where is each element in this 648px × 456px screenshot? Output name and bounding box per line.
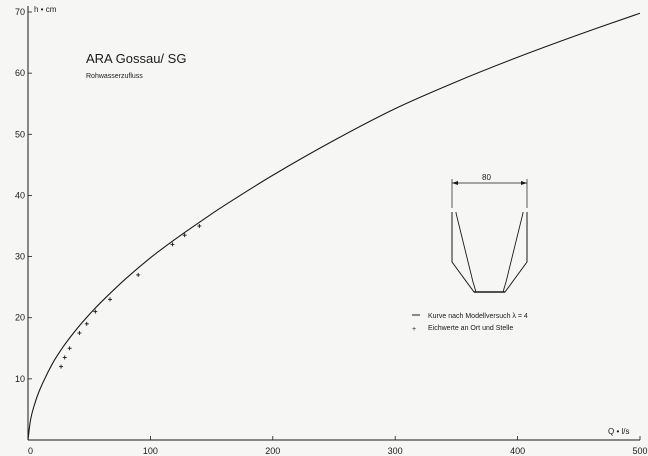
inset-channel-outline bbox=[451, 212, 528, 293]
inset-dimension-label: 80 bbox=[482, 173, 491, 182]
x-tick-label: 300 bbox=[388, 446, 403, 456]
x-tick-label: 400 bbox=[510, 446, 525, 456]
inset-arrow-left bbox=[452, 181, 458, 185]
chart-title: ARA Gossau/ SG bbox=[86, 51, 186, 66]
cross-section-inset: 80 bbox=[451, 173, 528, 293]
y-tick-label: 60 bbox=[15, 68, 25, 78]
legend-line-label: Kurve nach Modellversuch λ = 4 bbox=[428, 313, 528, 320]
x-tick-label: 0 bbox=[28, 446, 33, 456]
y-tick-label: 50 bbox=[15, 129, 25, 139]
data-point-calibration bbox=[170, 242, 175, 247]
data-point-calibration bbox=[93, 309, 98, 314]
y-tick-label: 20 bbox=[15, 313, 25, 323]
series-line-model-curve bbox=[27, 12, 641, 441]
data-point-calibration bbox=[108, 297, 113, 302]
x-tick-label: 200 bbox=[265, 446, 280, 456]
data-point-calibration bbox=[182, 233, 187, 238]
data-point-calibration bbox=[77, 331, 82, 335]
x-tick-label: 500 bbox=[632, 446, 647, 456]
x-tick-label: 100 bbox=[143, 446, 158, 456]
inset-right-wall bbox=[502, 212, 524, 293]
data-point-calibration bbox=[136, 272, 141, 277]
legend-point-label: Eichwerte an Ort und Stelle bbox=[428, 325, 513, 332]
y-axis-label: h • cm bbox=[34, 5, 57, 14]
chart-title-block: ARA Gossau/ SG Rohwasserzufluss bbox=[86, 51, 186, 80]
y-tick-label: 40 bbox=[15, 190, 25, 200]
inset-arrow-right bbox=[521, 181, 527, 185]
axes: h • cm Q • l/s bbox=[27, 5, 640, 441]
ticks: 0 100 200 300 400 500 10 20 30 40 50 60 70 bbox=[15, 7, 648, 456]
y-tick-label: 70 bbox=[15, 7, 25, 17]
legend-point-marker: + bbox=[412, 326, 416, 333]
inset-left-wall bbox=[455, 212, 477, 293]
data-point-calibration bbox=[84, 321, 89, 326]
y-tick-label: 10 bbox=[15, 374, 25, 384]
series-layer bbox=[27, 12, 641, 441]
data-point-calibration bbox=[62, 355, 67, 360]
x-axis-label: Q • l/s bbox=[608, 427, 629, 436]
data-point-calibration bbox=[67, 346, 72, 351]
y-tick-label: 30 bbox=[15, 252, 25, 262]
data-point-calibration bbox=[59, 364, 64, 369]
chart-subtitle: Rohwasserzufluss bbox=[86, 73, 143, 80]
legend: Kurve nach Modellversuch λ = 4 + Eichwer… bbox=[412, 313, 528, 333]
data-point-calibration bbox=[197, 224, 202, 228]
